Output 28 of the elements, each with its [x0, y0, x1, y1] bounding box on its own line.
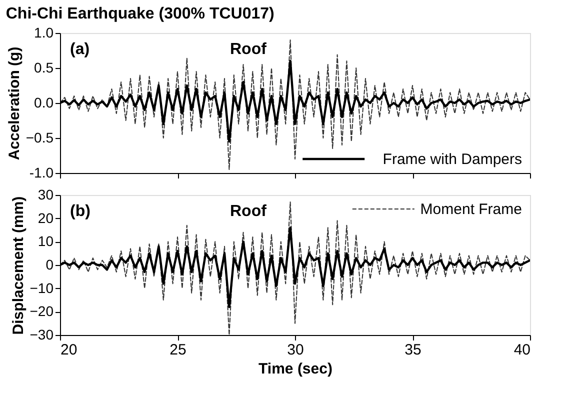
y-tick-label: −20 — [30, 303, 54, 320]
y-tick-label: 0.0 — [34, 94, 54, 110]
y-tick-label: −30 — [30, 326, 54, 342]
legend-label: Frame with Dampers — [382, 151, 522, 168]
y-tick-label: 0 — [46, 256, 54, 272]
y-tick-label: −0.5 — [26, 130, 54, 146]
annotation: Roof — [230, 41, 268, 58]
y-tick-label: 10 — [38, 233, 54, 250]
x-tick-label: 20 — [60, 342, 78, 358]
annotation: (b) — [70, 203, 90, 220]
x-tick-label: 40 — [514, 342, 530, 358]
x-tick-label: 25 — [170, 342, 186, 358]
annotation: Roof — [230, 203, 268, 220]
x-axis-title: Time (sec) — [258, 360, 332, 378]
y-tick-label: 1.0 — [34, 24, 54, 40]
y-tick-label: -1.0 — [29, 164, 54, 180]
y-tick-label: 30 — [38, 186, 54, 202]
y-axis-title: Displacement (mm) — [10, 196, 27, 335]
y-tick-label: 20 — [38, 210, 54, 226]
line-series — [60, 40, 530, 170]
chart-title: Chi-Chi Earthquake (300% TCU017) — [6, 6, 274, 22]
legend-label: Moment Frame — [420, 201, 522, 218]
y-tick-label: 0.5 — [34, 60, 54, 76]
x-tick-label: 30 — [287, 342, 304, 358]
y-axis-title: Acceleration (g) — [6, 46, 23, 160]
annotation: (a) — [70, 41, 90, 58]
x-tick-label: 35 — [404, 342, 422, 358]
y-tick-label: −10 — [30, 280, 54, 296]
